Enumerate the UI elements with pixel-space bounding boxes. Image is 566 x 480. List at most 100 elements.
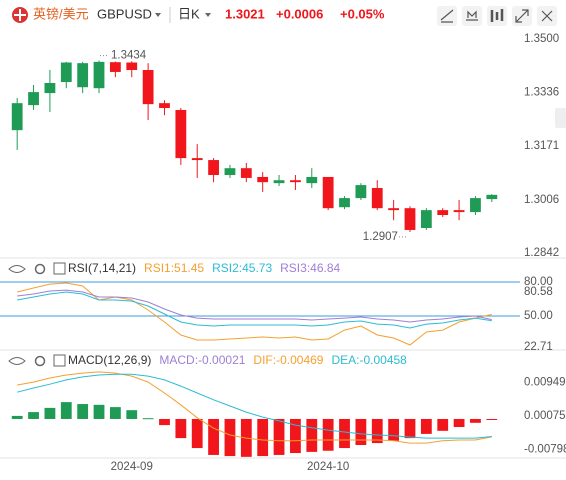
candle-body	[486, 194, 498, 200]
candle-body	[28, 92, 39, 106]
histogram-bar	[486, 418, 498, 420]
y-tick-label: 22.71	[524, 341, 553, 353]
gear-icon[interactable]	[34, 355, 46, 367]
close-icon	[541, 10, 553, 22]
candle-body	[388, 208, 400, 211]
side-toggle[interactable]	[555, 108, 566, 128]
macd-line	[17, 373, 492, 439]
eye-icon[interactable]	[8, 357, 26, 365]
histogram-bar	[126, 410, 138, 419]
candle-body	[60, 62, 72, 83]
histogram-bar	[109, 407, 121, 419]
histogram-bar	[44, 407, 56, 419]
candle-body	[77, 63, 89, 88]
histogram-bar	[11, 415, 23, 419]
x-tick-label: 2024-10	[307, 461, 349, 473]
collapse-icon[interactable]	[53, 262, 66, 275]
rsi-legend-icons	[8, 262, 66, 275]
candle-body	[240, 168, 252, 178]
candle-body	[93, 61, 105, 89]
histogram-bar	[306, 418, 318, 452]
y-tick-label: 1.3336	[524, 86, 559, 98]
candle-body	[290, 180, 301, 183]
histogram-bar	[224, 418, 236, 457]
histogram-bar	[273, 418, 285, 455]
candle-body	[420, 210, 432, 229]
histogram-bar	[159, 418, 170, 426]
candle-body	[44, 82, 56, 94]
dropdown-caret	[155, 13, 161, 17]
candle-body	[273, 180, 285, 184]
macd-title: MACD(12,26,9)	[68, 353, 151, 367]
y-tick-label: 1.3171	[524, 140, 559, 152]
histogram-bar	[371, 418, 383, 444]
y-tick-label: 0.00075	[524, 410, 566, 422]
rsi-line	[17, 282, 492, 346]
rsi-line	[17, 289, 492, 323]
candle-body	[191, 158, 203, 161]
histogram-bar	[453, 418, 465, 428]
candle-body	[11, 103, 23, 131]
histogram-bar	[470, 418, 481, 423]
candle-body	[339, 198, 350, 208]
price: 1.3021	[225, 6, 265, 21]
draw-button[interactable]	[437, 6, 457, 26]
histogram-bar	[404, 418, 416, 439]
flag-cross	[14, 9, 26, 21]
histogram-bar	[322, 418, 334, 451]
y-tick-label: 1.2842	[524, 247, 559, 259]
candle-body	[142, 69, 154, 105]
macd-legend-icons	[8, 354, 66, 367]
symbol[interactable]: GBPUSD	[97, 6, 152, 21]
gear-icon[interactable]	[34, 263, 46, 275]
candle-body	[306, 176, 318, 184]
histogram-bar	[339, 418, 350, 449]
histogram-bar	[388, 418, 400, 441]
dropdown-caret	[205, 13, 211, 17]
y-tick-label: 1.3500	[524, 33, 559, 45]
candle-body	[257, 176, 269, 183]
y-tick-label: -0.00798	[524, 444, 566, 456]
change: +0.0006	[276, 6, 323, 21]
y-tick-label: 0.00949	[524, 377, 566, 389]
histogram-bar	[60, 402, 72, 419]
legend-entry: DEA:-0.00458	[331, 353, 407, 367]
legend-entry: RSI3:46.84	[280, 261, 340, 275]
histogram-bar	[257, 418, 269, 457]
histogram-bar	[191, 418, 203, 449]
candle-body	[126, 62, 138, 70]
candle-body	[322, 176, 334, 209]
draw-icon	[440, 9, 454, 23]
histogram-bar	[77, 404, 89, 419]
pair-name[interactable]: 英镑/美元	[33, 6, 89, 21]
histogram-bar	[28, 412, 39, 419]
legend-entry: MACD:-0.00021	[159, 353, 245, 367]
rsi-line	[17, 291, 492, 329]
candle-body	[159, 103, 170, 109]
legend-entry: DIF:-0.00469	[253, 353, 323, 367]
period[interactable]: 日K	[178, 6, 200, 21]
histogram-bar	[208, 418, 219, 455]
y-tick-label: 80.58	[524, 286, 553, 298]
histogram-bar	[142, 418, 154, 420]
legend-entry: RSI2:45.73	[212, 261, 272, 275]
candle-body	[453, 210, 465, 213]
histogram-bar	[93, 404, 105, 419]
fullscreen-icon	[515, 9, 529, 23]
legend-entry: RSI1:51.45	[144, 261, 204, 275]
candle-body	[470, 198, 481, 213]
y-tick-label: 80.00	[524, 276, 553, 288]
candle-body	[224, 168, 236, 176]
candle-body	[208, 160, 219, 176]
histogram-bar	[175, 418, 187, 439]
macd-line	[17, 371, 492, 444]
collapse-icon[interactable]	[53, 354, 66, 367]
header: 英镑/美元 GBPUSD 日K 1.3021 +0.0006 +0.05%	[12, 6, 566, 128]
rsi-title: RSI(7,14,21)	[68, 261, 136, 275]
candle-body	[371, 188, 383, 209]
compare-icon	[490, 9, 504, 22]
y-tick-label: 1.3006	[524, 194, 559, 206]
eye-icon[interactable]	[8, 265, 26, 273]
candle-body	[355, 185, 367, 199]
